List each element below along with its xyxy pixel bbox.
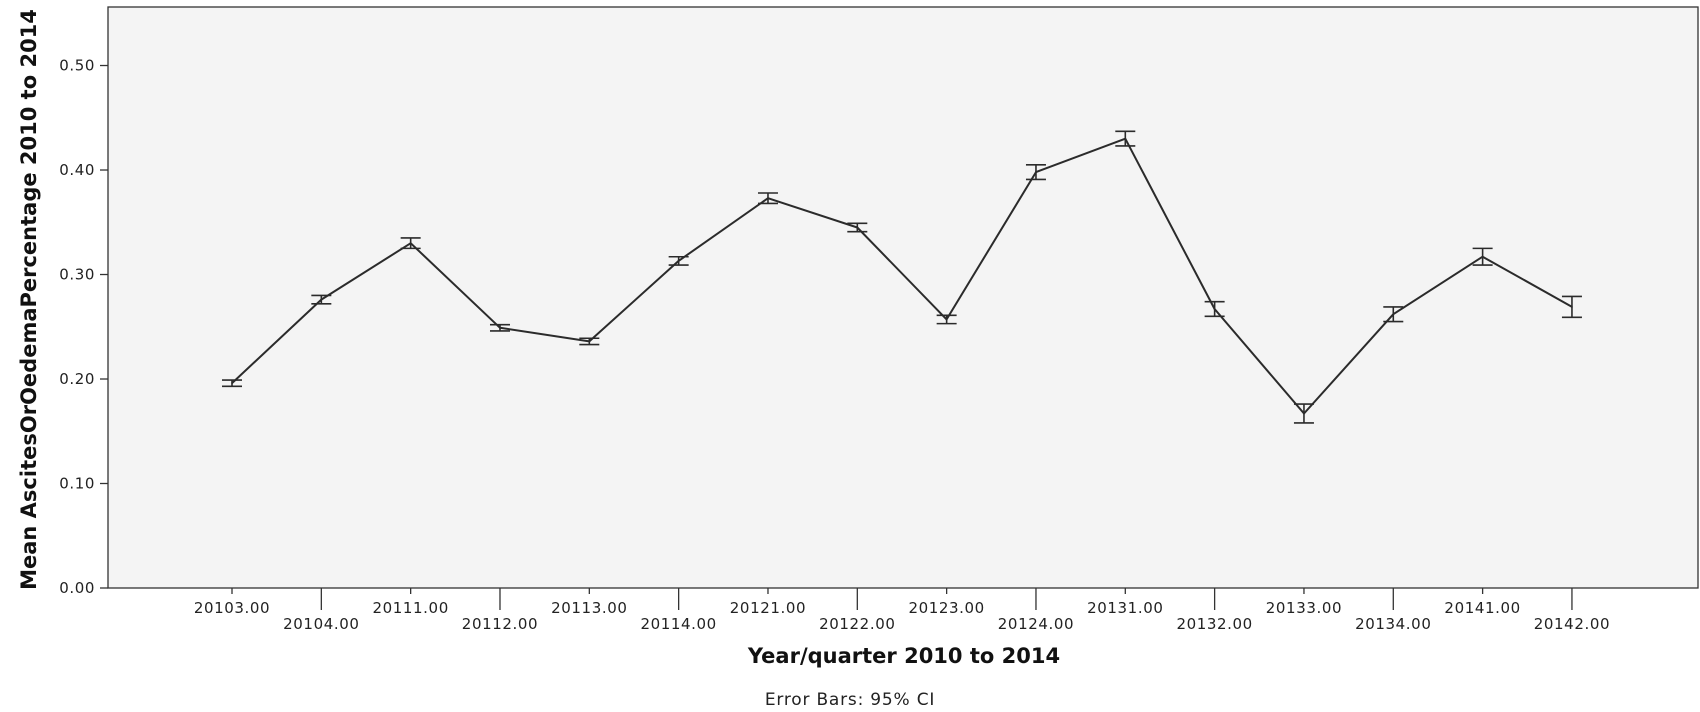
x-tick-label: 20142.00 [1534,615,1610,633]
x-tick-label: 20111.00 [372,599,448,617]
error-bars-note: Error Bars: 95% CI [765,690,935,710]
x-axis-title: Year/quarter 2010 to 2014 [747,644,1060,668]
x-tick-label: 20103.00 [194,599,270,617]
y-tick-label: 0.20 [59,370,95,388]
x-tick-label: 20133.00 [1266,599,1342,617]
x-tick-label: 20122.00 [819,615,895,633]
y-tick-label: 0.40 [59,161,95,179]
series-line [231,137,1573,415]
y-tick-label: 0.30 [59,266,95,284]
x-tick-label: 20114.00 [640,615,716,633]
x-axis: 20103.00 20104.00 20111.00 20112.00 20113.00… [194,588,1610,633]
y-tick-label: 0.10 [59,475,95,493]
x-tick-label: 20121.00 [730,599,806,617]
y-axis-title: Mean AscitesOrOedemaPercentage 2010 to 2… [17,9,41,590]
x-tick-label: 20123.00 [908,599,984,617]
x-tick-label: 20113.00 [551,599,627,617]
x-tick-label: 20132.00 [1176,615,1252,633]
x-tick-label: 20124.00 [998,615,1074,633]
y-tick-label: 0.50 [59,57,95,75]
x-tick-label: 20141.00 [1444,599,1520,617]
y-tick-label: 0.00 [59,579,95,597]
plot-area [107,6,1699,589]
x-tick-label: 20104.00 [283,615,359,633]
y-axis: 0.00 0.10 0.20 0.30 0.40 0.50 [59,57,108,597]
x-tick-label: 20112.00 [462,615,538,633]
x-tick-label: 20131.00 [1087,599,1163,617]
x-tick-label: 20134.00 [1355,615,1431,633]
